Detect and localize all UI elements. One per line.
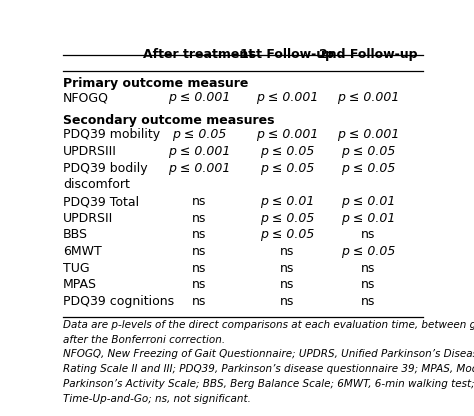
Text: p ≤ 0.05: p ≤ 0.05 (260, 145, 314, 158)
Text: ns: ns (191, 245, 206, 258)
Text: ns: ns (361, 228, 375, 241)
Text: Parkinson’s Activity Scale; BBS, Berg Balance Scale; 6MWT, 6-min walking test; T: Parkinson’s Activity Scale; BBS, Berg Ba… (63, 379, 474, 389)
Text: 1st Follow-up: 1st Follow-up (240, 48, 334, 61)
Text: ns: ns (191, 262, 206, 275)
Text: p ≤ 0.05: p ≤ 0.05 (260, 212, 314, 225)
Text: ns: ns (191, 295, 206, 308)
Text: p ≤ 0.001: p ≤ 0.001 (256, 91, 318, 104)
Text: discomfort: discomfort (63, 178, 130, 191)
Text: PDQ39 mobility: PDQ39 mobility (63, 129, 160, 141)
Text: p ≤ 0.05: p ≤ 0.05 (260, 228, 314, 241)
Text: p ≤ 0.01: p ≤ 0.01 (341, 212, 395, 225)
Text: ns: ns (191, 212, 206, 225)
Text: NFOGQ: NFOGQ (63, 91, 109, 104)
Text: p ≤ 0.05: p ≤ 0.05 (172, 129, 226, 141)
Text: ns: ns (361, 262, 375, 275)
Text: ns: ns (191, 278, 206, 291)
Text: PDQ39 Total: PDQ39 Total (63, 195, 139, 208)
Text: ns: ns (191, 228, 206, 241)
Text: PDQ39 cognitions: PDQ39 cognitions (63, 295, 174, 308)
Text: BBS: BBS (63, 228, 88, 241)
Text: NFOGQ, New Freezing of Gait Questionnaire; UPDRS, Unified Parkinson’s Disease: NFOGQ, New Freezing of Gait Questionnair… (63, 349, 474, 359)
Text: p ≤ 0.001: p ≤ 0.001 (168, 145, 230, 158)
Text: Time-Up-and-Go; ns, not significant.: Time-Up-and-Go; ns, not significant. (63, 394, 251, 404)
Text: Data are p-levels of the direct comparisons at each evaluation time, between gro: Data are p-levels of the direct comparis… (63, 320, 474, 330)
Text: ns: ns (280, 278, 294, 291)
Text: p ≤ 0.05: p ≤ 0.05 (341, 162, 395, 175)
Text: MPAS: MPAS (63, 278, 97, 291)
Text: after the Bonferroni correction.: after the Bonferroni correction. (63, 335, 225, 345)
Text: p ≤ 0.05: p ≤ 0.05 (341, 145, 395, 158)
Text: ns: ns (361, 295, 375, 308)
Text: 2nd Follow-up: 2nd Follow-up (319, 48, 417, 61)
Text: Primary outcome measure: Primary outcome measure (63, 77, 248, 90)
Text: ns: ns (280, 245, 294, 258)
Text: UPDRSIII: UPDRSIII (63, 145, 117, 158)
Text: p ≤ 0.05: p ≤ 0.05 (341, 245, 395, 258)
Text: PDQ39 bodily: PDQ39 bodily (63, 162, 147, 175)
Text: ns: ns (280, 262, 294, 275)
Text: TUG: TUG (63, 262, 90, 275)
Text: ns: ns (280, 295, 294, 308)
Text: 6MWT: 6MWT (63, 245, 102, 258)
Text: ns: ns (361, 278, 375, 291)
Text: ns: ns (191, 195, 206, 208)
Text: UPDRSII: UPDRSII (63, 212, 113, 225)
Text: p ≤ 0.05: p ≤ 0.05 (260, 162, 314, 175)
Text: p ≤ 0.001: p ≤ 0.001 (168, 162, 230, 175)
Text: Secondary outcome measures: Secondary outcome measures (63, 114, 274, 127)
Text: p ≤ 0.001: p ≤ 0.001 (337, 129, 399, 141)
Text: p ≤ 0.01: p ≤ 0.01 (260, 195, 314, 208)
Text: After treatment: After treatment (143, 48, 255, 61)
Text: p ≤ 0.001: p ≤ 0.001 (337, 91, 399, 104)
Text: p ≤ 0.001: p ≤ 0.001 (256, 129, 318, 141)
Text: Rating Scale II and III; PDQ39, Parkinson’s disease questionnaire 39; MPAS, Modi: Rating Scale II and III; PDQ39, Parkinso… (63, 364, 474, 374)
Text: p ≤ 0.001: p ≤ 0.001 (168, 91, 230, 104)
Text: p ≤ 0.01: p ≤ 0.01 (341, 195, 395, 208)
